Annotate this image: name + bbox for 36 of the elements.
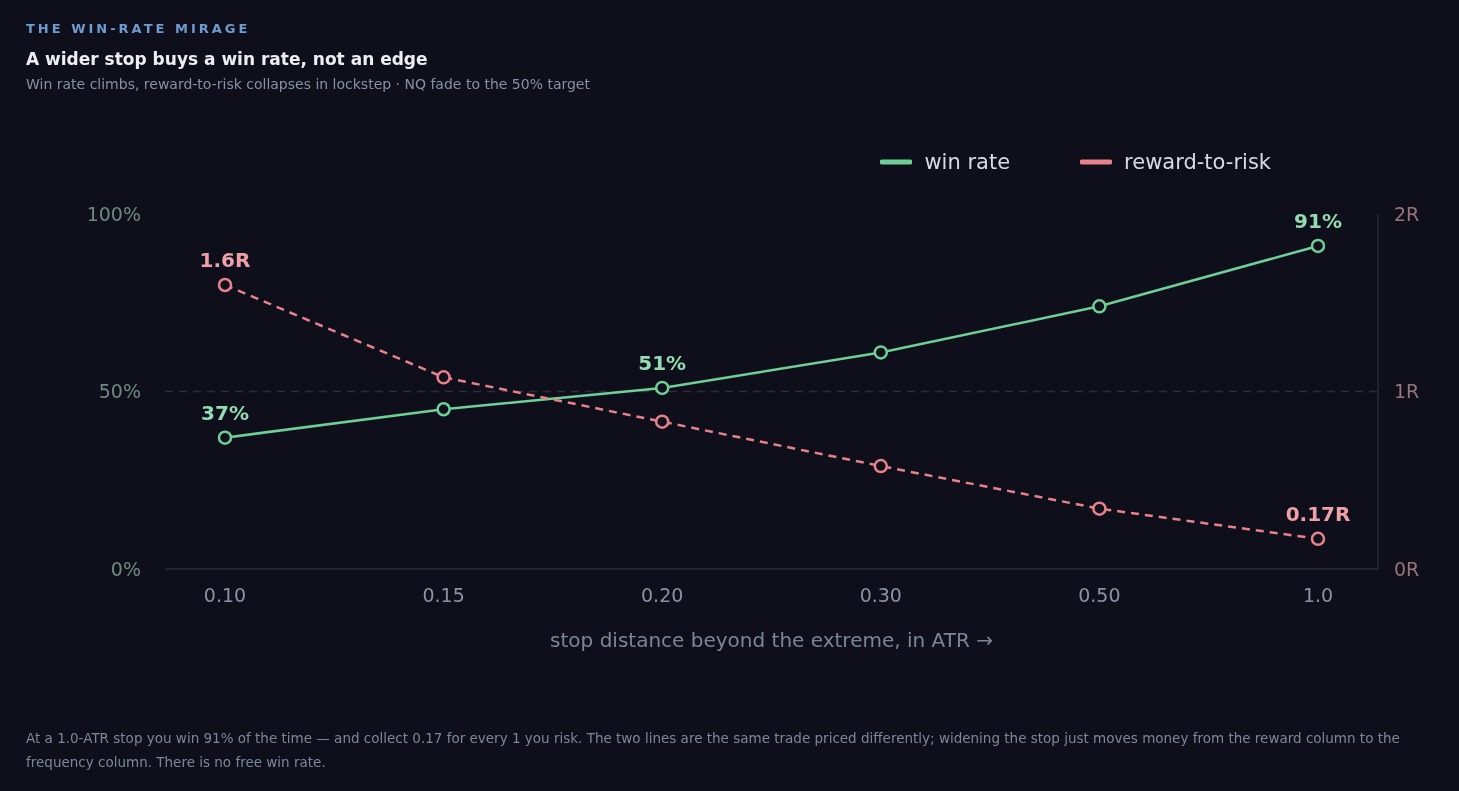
point <box>873 458 889 474</box>
y-tick-label: 100% <box>86 202 141 225</box>
y-tick-label: 50% <box>98 380 141 403</box>
point <box>217 430 233 445</box>
x-tick-label: 0.15 <box>422 584 465 607</box>
data-label: 91% <box>1294 208 1342 233</box>
y2-tick-label: 2R <box>1394 202 1420 225</box>
data-label: 0.17R <box>1285 501 1351 526</box>
text: At a 1.0-ATR stop you win 91% of the time — and collect 0.17 for every 1 you risk. The two lines are the same trade priced differently; widening the stop just moves money from the reward column to the frequency column. There is no free win rate. <box>26 729 1401 772</box>
text: THE WIN-RATE MIRAGE <box>26 21 251 36</box>
point <box>436 402 451 417</box>
point <box>1310 238 1326 254</box>
data-label: 37% <box>201 400 249 425</box>
x-axis-title: stop distance beyond the extreme, in ATR → <box>550 628 993 652</box>
point <box>654 414 670 429</box>
y-tick-label: 0% <box>110 557 141 580</box>
point <box>436 370 451 385</box>
point <box>1092 501 1107 516</box>
y2-tick-label: 1R <box>1394 380 1420 403</box>
x-tick-label: 0.50 <box>1078 584 1121 607</box>
x-tick-label: 0.10 <box>203 584 247 607</box>
x-tick-label: 0.30 <box>859 584 902 607</box>
point <box>1310 531 1326 547</box>
data-label: 1.6R <box>199 248 251 272</box>
x-tick-label: 0.20 <box>641 584 684 607</box>
point <box>217 277 233 293</box>
y2-tick-label: 0R <box>1394 557 1420 580</box>
legend-label: win rate <box>924 150 1011 174</box>
point <box>1092 299 1107 314</box>
data-label: 51% <box>638 350 687 375</box>
chart-title: A wider stop buys a win rate, not an edge <box>26 49 428 69</box>
chart-subtitle: Win rate climbs, reward-to-risk collapses in lockstep · NQ fade to the 50% target <box>26 76 590 92</box>
x-tick-label: 1.0 <box>1302 584 1334 607</box>
point <box>873 345 889 360</box>
legend-label: reward-to-risk <box>1124 150 1271 174</box>
point <box>654 380 670 396</box>
